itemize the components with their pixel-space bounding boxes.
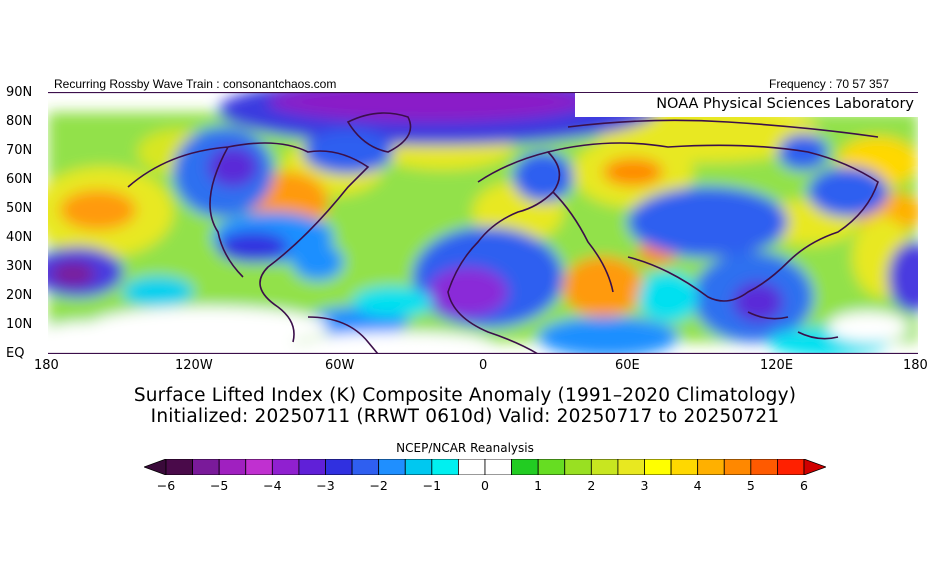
colorbar-tick-label: 4 <box>693 478 702 493</box>
colorbar-swatch <box>298 458 326 476</box>
colorbar-tick-label: 0 <box>481 478 489 493</box>
lon-label-60e: 60E <box>615 358 640 373</box>
colorbar-swatch <box>192 458 220 476</box>
colorbar-swatch <box>697 458 725 476</box>
colorbar-swatch <box>670 458 699 476</box>
colorbar-swatch <box>218 458 247 476</box>
lon-label-180w: 180 <box>34 358 59 373</box>
colorbar-tick-label: 5 <box>746 478 755 493</box>
colorbar-tick-label: −1 <box>422 478 442 493</box>
lat-label-70n: 70N <box>6 143 33 158</box>
title-line-1: Surface Lifted Index (K) Composite Anoma… <box>133 385 797 406</box>
lat-label-60n: 60N <box>6 172 33 187</box>
colorbar-swatch <box>537 458 566 476</box>
colorbar-swatch <box>431 458 459 476</box>
anomaly-map <box>48 92 918 354</box>
colorbar <box>142 458 828 476</box>
colorbar-svg <box>142 458 828 476</box>
colorbar-tick-label: 6 <box>800 478 808 493</box>
lat-label-80n: 80N <box>6 114 33 129</box>
colorbar-tick-label: −2 <box>369 478 388 493</box>
colorbar-swatch <box>378 458 406 476</box>
anomaly-field <box>48 92 918 354</box>
coastlines <box>127 112 879 354</box>
colorbar-tick-label: −4 <box>263 478 282 493</box>
colorbar-swatch <box>245 458 273 476</box>
colorbar-right-arrow <box>803 458 828 476</box>
colorbar-swatch <box>644 458 672 476</box>
colorbar-tick-label: 3 <box>640 478 649 493</box>
colorbar-tick-label: −3 <box>316 478 335 493</box>
colorbar-title: NCEP/NCAR Reanalysis <box>396 441 534 455</box>
anomaly-map-svg <box>48 92 918 354</box>
colorbar-swatch <box>617 458 645 476</box>
lon-label-180e: 180 <box>903 358 928 373</box>
title-line-2: Initialized: 20250711 (RRWT 0610d) Valid… <box>150 406 780 427</box>
lab-label-box: NOAA Physical Sciences Laboratory <box>575 93 918 117</box>
lab-label: NOAA Physical Sciences Laboratory <box>656 96 914 112</box>
lat-label-40n: 40N <box>6 230 33 245</box>
colorbar-tick-label: 1 <box>534 478 543 493</box>
lat-label-30n: 30N <box>6 259 33 274</box>
colorbar-swatch <box>325 458 353 476</box>
lat-label-10n: 10N <box>6 317 33 332</box>
lat-label-eq: EQ <box>6 346 25 361</box>
header-right-text: Frequency : 70 57 357 <box>769 77 890 91</box>
colorbar-swatch <box>271 458 300 476</box>
colorbar-tick-label: 2 <box>587 478 596 493</box>
lon-label-120w: 120W <box>175 358 213 373</box>
colorbar-swatch <box>590 458 619 476</box>
colorbar-tick-label: −6 <box>156 478 176 493</box>
colorbar-left-arrow <box>142 458 167 476</box>
lon-label-120e: 120E <box>760 358 794 373</box>
colorbar-tick-label: −5 <box>209 478 229 493</box>
header-left-text: Recurring Rossby Wave Train : consonantc… <box>54 77 337 91</box>
colorbar-swatch <box>458 458 486 476</box>
colorbar-swatch <box>511 458 539 476</box>
colorbar-swatch <box>777 458 805 476</box>
lat-label-50n: 50N <box>6 201 33 216</box>
colorbar-swatch <box>750 458 778 476</box>
lat-label-90n: 90N <box>6 85 33 100</box>
lat-label-20n: 20N <box>6 288 33 303</box>
colorbar-swatch <box>165 458 193 476</box>
colorbar-swatch <box>351 458 380 476</box>
colorbar-swatch <box>404 458 433 476</box>
colorbar-swatch <box>564 458 592 476</box>
lon-label-0: 0 <box>479 358 488 373</box>
colorbar-swatch <box>723 458 752 476</box>
colorbar-swatch <box>484 458 512 476</box>
lon-label-60w: 60W <box>325 358 355 373</box>
